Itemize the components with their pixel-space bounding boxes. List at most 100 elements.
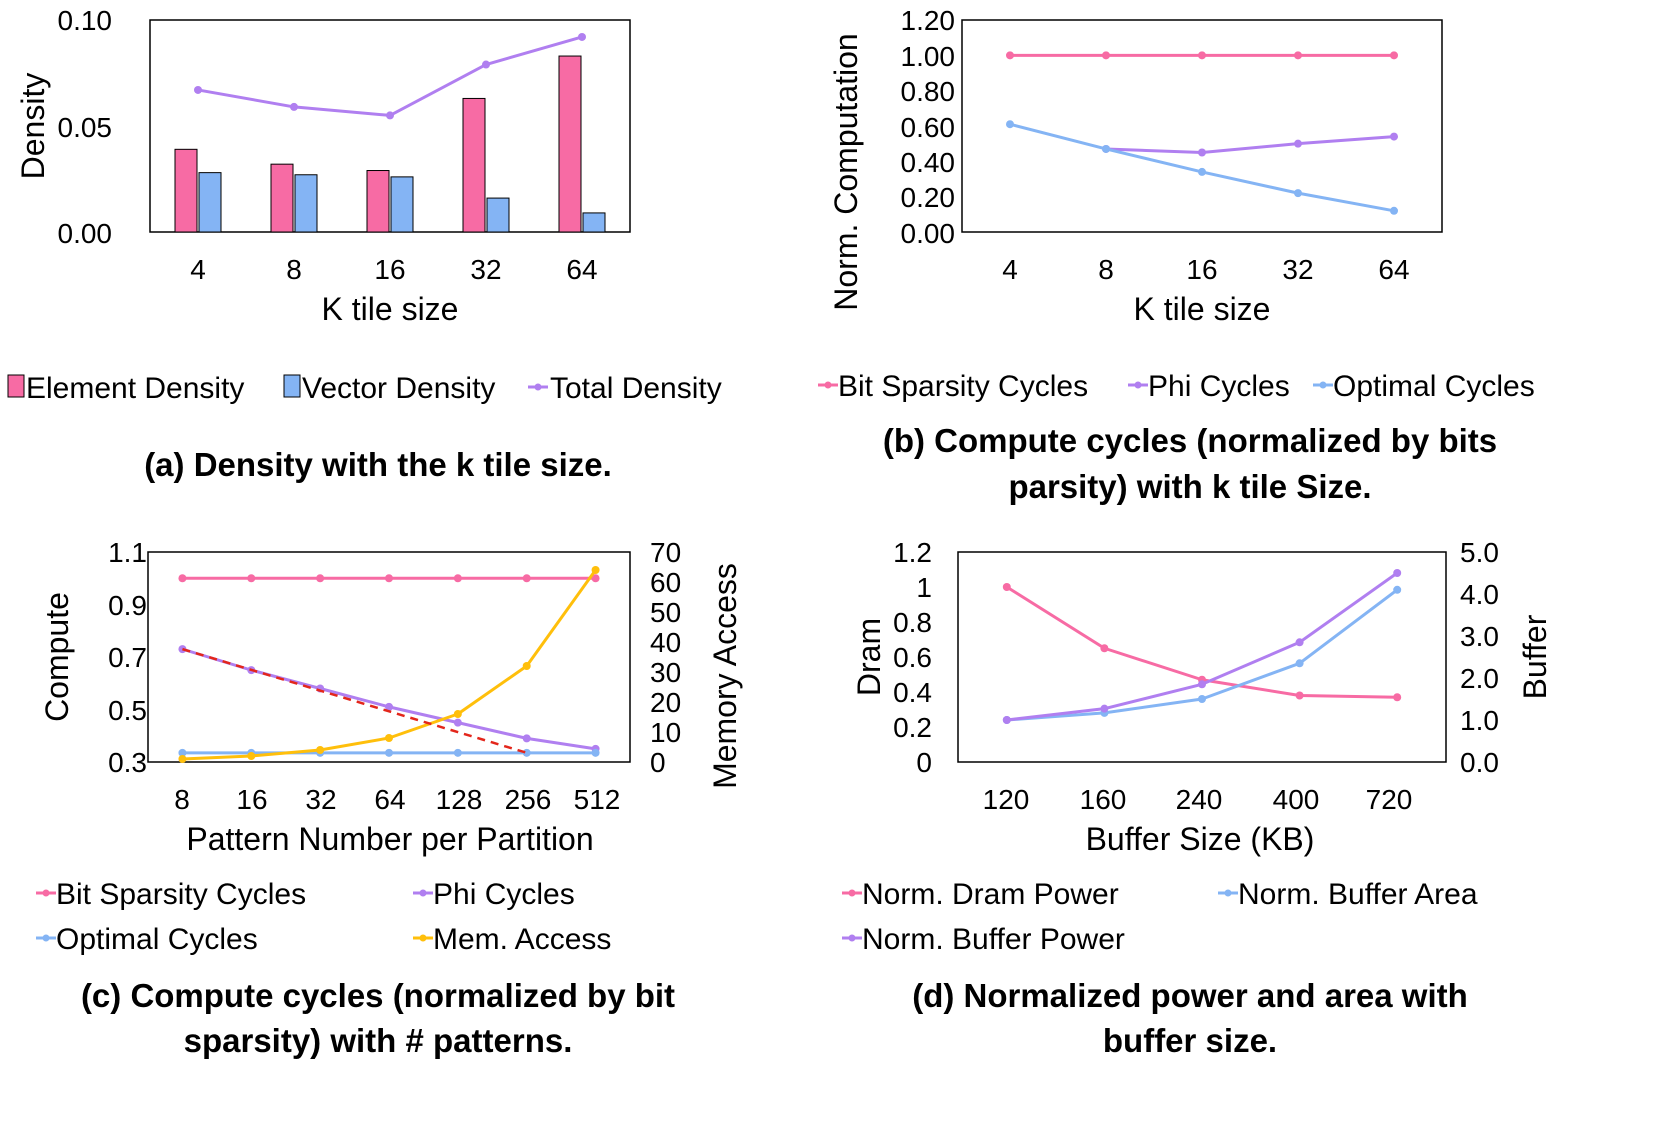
legend-b: Bit Sparsity Cycles Phi Cycles Optimal C… — [818, 370, 1535, 403]
y-tick: 0.8 — [893, 607, 932, 638]
x-axis-label: K tile size — [322, 291, 459, 327]
x-tick: 4 — [190, 254, 206, 285]
x-tick: 32 — [305, 784, 336, 815]
data-point-optimal-cycles — [385, 748, 393, 757]
x-tick: 8 — [174, 784, 190, 815]
data-point-total-density — [386, 111, 394, 120]
x-tick: 4 — [1002, 254, 1018, 285]
data-point-bit-sparsity-cycles — [316, 574, 325, 583]
legend-swatch-vector-density — [283, 374, 301, 398]
data-point-norm-dram-power — [1100, 644, 1109, 653]
legend-marker — [419, 934, 427, 942]
data-point-mem-access — [316, 746, 325, 754]
legend-marker — [848, 934, 856, 942]
data-point-phi-cycles — [385, 702, 393, 711]
y-tick: 0.05 — [58, 112, 113, 143]
series-line-phi-cycles — [1105, 135, 1395, 154]
x-tick: 64 — [1378, 254, 1409, 285]
y2-tick: 50 — [650, 597, 681, 628]
data-point-norm-buffer-power — [1100, 704, 1109, 713]
data-point-phi-cycles — [1198, 148, 1206, 157]
x-tick: 256 — [505, 784, 552, 815]
legend-d: Norm. Dram Power Norm. Buffer Area Norm.… — [842, 878, 1478, 956]
legend-a: Element Density Vector Density Total Den… — [7, 372, 722, 405]
plot-area-d — [957, 551, 1447, 763]
data-point-bit-sparsity-cycles — [1006, 51, 1014, 60]
data-point-phi-cycles — [1390, 132, 1398, 141]
bar-element-density — [462, 97, 486, 233]
x-tick: 400 — [1273, 784, 1320, 815]
data-point-mem-access — [591, 566, 600, 574]
data-point-total-density — [194, 85, 202, 94]
data-point-mem-access — [385, 734, 393, 742]
y2-tick: 20 — [650, 687, 681, 718]
y2-axis-label: Memory Access — [707, 563, 743, 789]
bar-vector-density — [582, 212, 606, 233]
y2-tick: 3.0 — [1460, 621, 1499, 652]
plot-area-a — [149, 19, 631, 233]
legend-label: Bit Sparsity Cycles — [838, 370, 1088, 403]
legend-marker — [42, 889, 50, 897]
x-tick: 64 — [374, 784, 405, 815]
y-tick: 0.00 — [901, 218, 956, 249]
data-point-norm-dram-power — [1393, 693, 1402, 702]
data-point-bit-sparsity-cycles — [1390, 51, 1398, 60]
y-tick: 1.1 — [108, 537, 147, 568]
data-point-norm-buffer-area — [1393, 585, 1402, 594]
data-point-norm-dram-power — [1295, 691, 1304, 700]
legend-label: Total Density — [550, 372, 722, 405]
x-axis-label: K tile size — [1134, 291, 1271, 327]
y-tick: 0.6 — [893, 642, 932, 673]
legend-label: Element Density — [26, 372, 244, 405]
bar-element-density — [270, 163, 294, 233]
caption-a: (a) Density with the k tile size. — [144, 446, 612, 483]
y-tick: 1.20 — [901, 5, 956, 36]
caption-c-line-2: sparsity) with # patterns. — [184, 1022, 573, 1059]
data-point-phi-cycles — [453, 718, 462, 727]
y2-tick: 1.0 — [1460, 705, 1499, 736]
y2-axis-label: Buffer — [1517, 614, 1553, 699]
caption-c-line-1: (c) Compute cycles (normalized by bit — [81, 977, 675, 1014]
x-tick: 64 — [566, 254, 597, 285]
caption-b-line-2: parsity) with k tile Size. — [1008, 468, 1371, 505]
y2-tick: 60 — [650, 567, 681, 598]
y2-tick: 30 — [650, 657, 681, 688]
bar-element-density — [174, 148, 198, 233]
x-tick: 512 — [574, 784, 621, 815]
y2-tick: 0 — [650, 747, 666, 778]
y2-tick: 40 — [650, 627, 681, 658]
data-point-optimal-cycles — [591, 748, 600, 757]
y2-tick: 5.0 — [1460, 537, 1499, 568]
legend-label: Phi Cycles — [1148, 370, 1290, 403]
data-point-phi-cycles — [1294, 139, 1302, 148]
y-tick: 0.10 — [58, 5, 113, 36]
series-line-optimal-cycles — [1009, 122, 1395, 213]
legend-marker — [534, 383, 542, 391]
data-point-norm-buffer-power — [1002, 716, 1011, 724]
panel-a-density-chart: 0.10 0.05 0.00 4 8 16 32 64 K tile size … — [7, 5, 722, 483]
data-point-optimal-cycles — [522, 748, 531, 757]
panel-c-patterns-chart: 1.1 0.9 0.7 0.5 0.3 70 60 50 40 30 20 10… — [36, 537, 743, 1059]
legend-c: Bit Sparsity Cycles Phi Cycles Optimal C… — [36, 878, 611, 956]
y-tick: 0 — [916, 747, 932, 778]
x-tick: 32 — [470, 254, 501, 285]
y-tick: 0.80 — [901, 76, 956, 107]
y-tick: 0.40 — [901, 147, 956, 178]
data-point-total-density — [578, 32, 586, 41]
data-point-optimal-cycles — [1006, 120, 1014, 129]
legend-label: Norm. Dram Power — [862, 878, 1119, 911]
data-point-mem-access — [453, 710, 462, 718]
y-tick: 0.9 — [108, 590, 147, 621]
y-axis-label: Norm. Computation — [828, 33, 864, 310]
y-tick: 0.00 — [58, 218, 113, 249]
legend-label: Norm. Buffer Power — [862, 923, 1125, 956]
data-point-phi-cycles — [522, 734, 531, 743]
legend-marker — [1224, 889, 1232, 897]
y-tick: 0.2 — [893, 712, 932, 743]
data-point-optimal-cycles — [1294, 189, 1302, 198]
data-point-norm-buffer-power — [1295, 638, 1304, 647]
panel-b-compute-cycles-chart: 1.20 1.00 0.80 0.60 0.40 0.20 0.00 4 8 1… — [818, 5, 1535, 505]
data-point-norm-dram-power — [1002, 583, 1011, 591]
legend-label: Vector Density — [302, 372, 495, 405]
